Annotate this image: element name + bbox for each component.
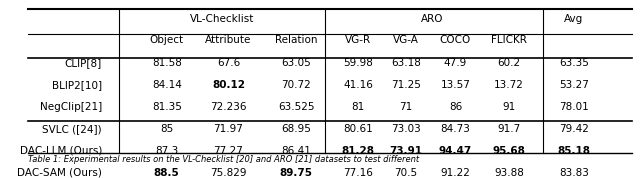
Text: FLICKR: FLICKR xyxy=(491,35,527,45)
Text: 80.61: 80.61 xyxy=(343,124,373,134)
Text: 83.83: 83.83 xyxy=(559,168,589,178)
Text: 91.22: 91.22 xyxy=(440,168,470,178)
Text: CLIP[8]: CLIP[8] xyxy=(65,58,102,68)
Text: 59.98: 59.98 xyxy=(343,58,373,68)
Text: 86: 86 xyxy=(449,102,462,112)
Text: ARO: ARO xyxy=(420,14,444,23)
Text: 80.12: 80.12 xyxy=(212,80,245,90)
Text: 72.236: 72.236 xyxy=(210,102,246,112)
Text: 70.72: 70.72 xyxy=(282,80,311,90)
Text: 71: 71 xyxy=(399,102,413,112)
Text: 86.41: 86.41 xyxy=(282,146,311,156)
Text: 67.6: 67.6 xyxy=(217,58,240,68)
Text: 88.5: 88.5 xyxy=(154,168,180,178)
Text: VG-A: VG-A xyxy=(393,35,419,45)
Text: COCO: COCO xyxy=(440,35,471,45)
Text: 95.68: 95.68 xyxy=(493,146,525,156)
Text: 81.58: 81.58 xyxy=(152,58,182,68)
Text: 47.9: 47.9 xyxy=(444,58,467,68)
Text: 63.05: 63.05 xyxy=(282,58,311,68)
Text: 91.7: 91.7 xyxy=(497,124,521,134)
Text: Attribute: Attribute xyxy=(205,35,252,45)
Text: 89.75: 89.75 xyxy=(280,168,313,178)
Text: 13.57: 13.57 xyxy=(440,80,470,90)
Text: 63.18: 63.18 xyxy=(391,58,421,68)
Text: 75.829: 75.829 xyxy=(210,168,246,178)
Text: 93.88: 93.88 xyxy=(494,168,524,178)
Text: Table 1: Experimental results on the VL-Checklist [20] and ARO [21] datasets to : Table 1: Experimental results on the VL-… xyxy=(28,155,419,164)
Text: 84.73: 84.73 xyxy=(440,124,470,134)
Text: 91: 91 xyxy=(502,102,516,112)
Text: VG-R: VG-R xyxy=(345,35,371,45)
Text: 79.42: 79.42 xyxy=(559,124,589,134)
Text: DAC-SAM (Ours): DAC-SAM (Ours) xyxy=(17,168,102,178)
Text: BLIP2[10]: BLIP2[10] xyxy=(52,80,102,90)
Text: 53.27: 53.27 xyxy=(559,80,589,90)
Text: 81.28: 81.28 xyxy=(342,146,374,156)
Text: 73.91: 73.91 xyxy=(390,146,422,156)
Text: 94.47: 94.47 xyxy=(439,146,472,156)
Text: 73.03: 73.03 xyxy=(391,124,421,134)
Text: 63.35: 63.35 xyxy=(559,58,589,68)
Text: NegClip[21]: NegClip[21] xyxy=(40,102,102,112)
Text: 85: 85 xyxy=(160,124,173,134)
Text: 70.5: 70.5 xyxy=(394,168,418,178)
Text: 71.25: 71.25 xyxy=(391,80,421,90)
Text: 87.3: 87.3 xyxy=(155,146,179,156)
Text: 77.16: 77.16 xyxy=(343,168,373,178)
Text: 78.01: 78.01 xyxy=(559,102,589,112)
Text: VL-Checklist: VL-Checklist xyxy=(190,14,255,23)
Text: 71.97: 71.97 xyxy=(214,124,243,134)
Text: 81: 81 xyxy=(351,102,365,112)
Text: 81.35: 81.35 xyxy=(152,102,182,112)
Text: SVLC ([24]): SVLC ([24]) xyxy=(42,124,102,134)
Text: Object: Object xyxy=(150,35,184,45)
Text: 68.95: 68.95 xyxy=(282,124,311,134)
Text: 60.2: 60.2 xyxy=(497,58,520,68)
Text: Relation: Relation xyxy=(275,35,317,45)
Text: 13.72: 13.72 xyxy=(494,80,524,90)
Text: 84.14: 84.14 xyxy=(152,80,182,90)
Text: Avg: Avg xyxy=(564,14,584,23)
Text: 63.525: 63.525 xyxy=(278,102,314,112)
Text: 85.18: 85.18 xyxy=(557,146,590,156)
Text: DAC-LLM (Ours): DAC-LLM (Ours) xyxy=(20,146,102,156)
Text: 77.27: 77.27 xyxy=(214,146,243,156)
Text: 41.16: 41.16 xyxy=(343,80,373,90)
